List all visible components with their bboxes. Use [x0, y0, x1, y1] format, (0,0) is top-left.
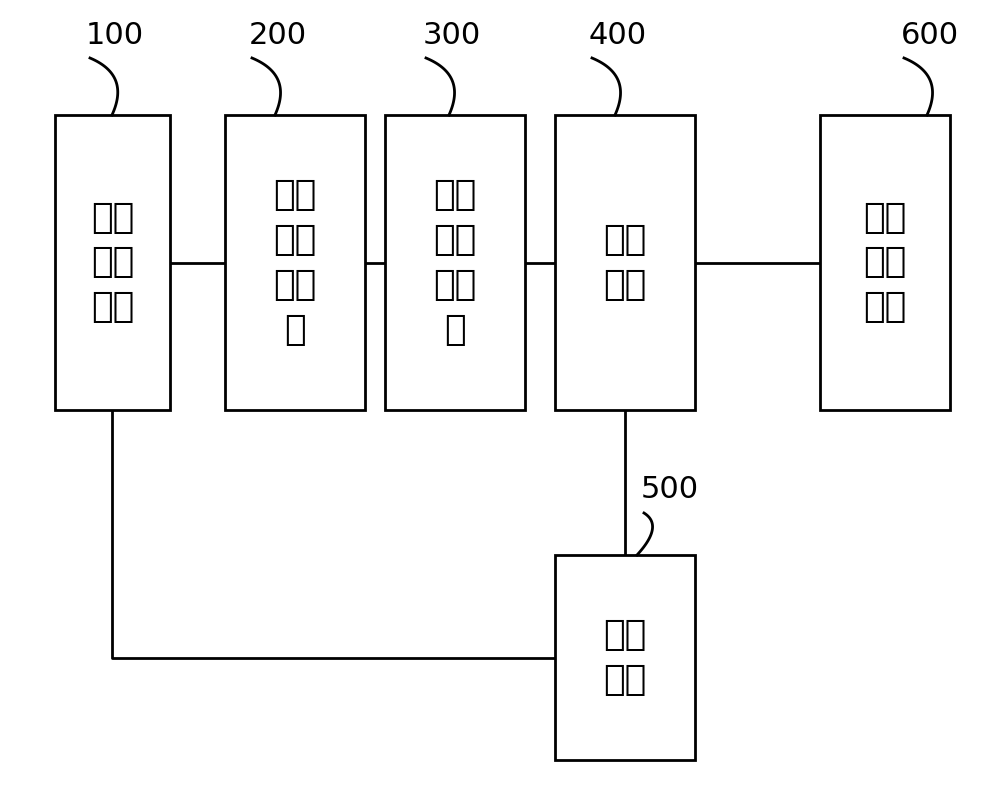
Text: 100: 100: [86, 20, 144, 49]
Bar: [55, 115, 170, 410]
Bar: [555, 115, 695, 410]
Bar: [385, 115, 525, 410]
Text: 400: 400: [589, 20, 647, 49]
Text: 第二
重建
模块: 第二 重建 模块: [863, 201, 907, 324]
Text: 融合
及更
新模
块: 融合 及更 新模 块: [433, 178, 477, 347]
Text: 返回
模块: 返回 模块: [603, 618, 647, 697]
Bar: [820, 115, 950, 410]
Text: 第一
重建
模块: 第一 重建 模块: [91, 201, 134, 324]
Text: 500: 500: [641, 475, 699, 504]
Text: 200: 200: [249, 20, 307, 49]
Bar: [555, 555, 695, 760]
Text: 获取
及计
算模
块: 获取 及计 算模 块: [273, 178, 317, 347]
Text: 600: 600: [901, 20, 959, 49]
Bar: [225, 115, 365, 410]
Text: 判断
模块: 判断 模块: [603, 223, 647, 302]
Text: 300: 300: [423, 20, 481, 49]
